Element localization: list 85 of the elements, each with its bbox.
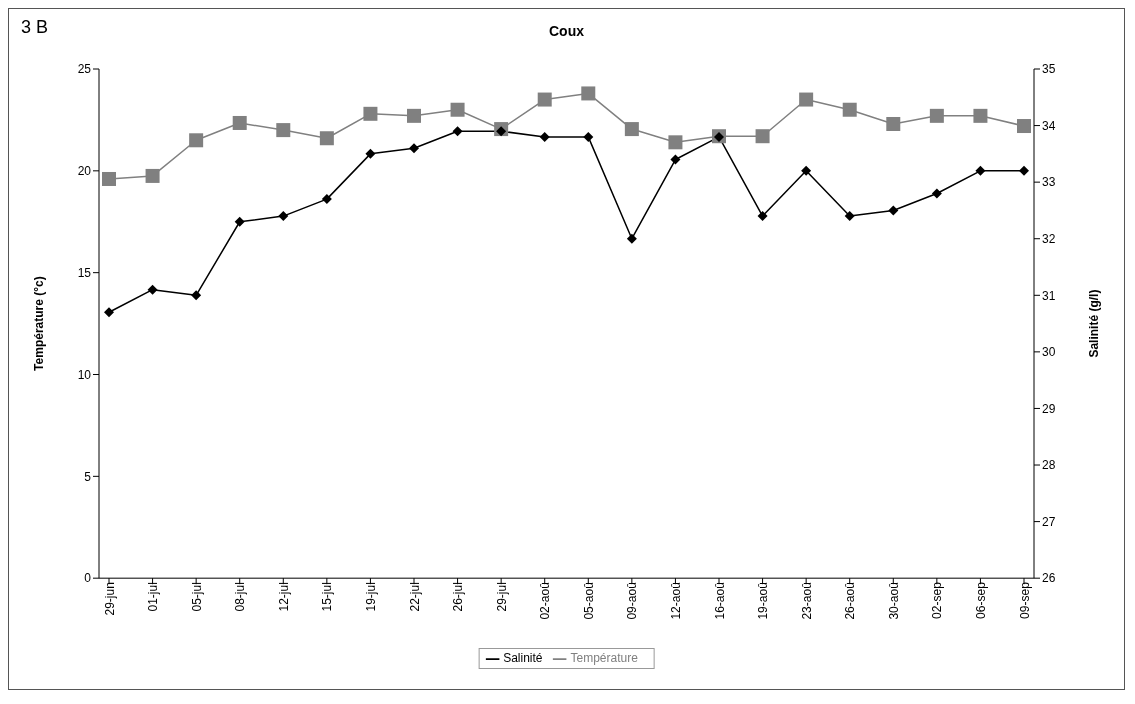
point: [191, 290, 202, 301]
text: 3 B: [21, 17, 49, 38]
point: [755, 129, 770, 144]
point: [232, 115, 247, 130]
y2-tick-label: 35: [1042, 62, 1056, 77]
point: [321, 194, 332, 205]
x-tick-label: 12-jul: [276, 582, 291, 612]
chart-title: Coux: [549, 23, 584, 39]
point: [276, 123, 291, 138]
x-tick-label: 23-aoû: [799, 582, 814, 620]
y-tick-label: 10: [77, 367, 92, 382]
point: [844, 211, 855, 222]
y2-tick-label: 28: [1042, 458, 1056, 473]
point: [1017, 119, 1031, 134]
point: [886, 116, 901, 131]
y2-tick-label: 29: [1042, 401, 1056, 416]
x-tick-label: 15-jul: [320, 582, 335, 612]
point: [670, 154, 681, 165]
x-tick-label: 19-aoû: [756, 582, 771, 620]
point: [888, 205, 899, 216]
point: [668, 135, 683, 150]
y2-tick-label: 32: [1042, 231, 1056, 246]
point: [450, 102, 465, 117]
point: [537, 92, 552, 107]
y2-axis-title: Salinité (g/l): [1087, 289, 1102, 358]
point: [496, 126, 507, 137]
y-tick-label: 25: [77, 62, 92, 77]
x-tick-label: 05-jul: [189, 582, 204, 612]
x-tick-label: 01-jul: [146, 582, 161, 612]
y-tick-label: 15: [77, 265, 92, 280]
legend-label: Salinité: [503, 651, 543, 666]
point: [145, 168, 160, 183]
point: [452, 126, 463, 137]
point: [624, 122, 639, 137]
point: [975, 165, 986, 176]
y-tick-label: 0: [84, 571, 92, 586]
point: [757, 211, 768, 222]
x-tick-label: 09-aoû: [625, 582, 640, 620]
y2-tick-label: 33: [1042, 175, 1056, 190]
point: [1019, 165, 1029, 176]
point: [102, 171, 116, 186]
point: [365, 148, 376, 159]
y-tick-label: 20: [77, 164, 92, 179]
y-tick-label: 5: [84, 469, 92, 484]
point: [799, 92, 814, 107]
point: [234, 216, 245, 227]
legend-label: Température: [570, 651, 638, 666]
point: [973, 108, 988, 123]
point: [278, 211, 289, 222]
point: [147, 284, 158, 295]
y2-tick-label: 30: [1042, 345, 1056, 360]
point: [801, 165, 812, 176]
y2-tick-label: 26: [1042, 571, 1056, 586]
point: [189, 133, 204, 148]
x-tick-label: 02-aoû: [538, 582, 553, 620]
x-tick-label: 26-aoû: [843, 582, 858, 620]
x-tick-label: 02-sep: [930, 581, 945, 619]
x-tick-label: 22-jul: [407, 582, 422, 612]
point: [626, 233, 637, 244]
point: [929, 108, 944, 123]
y2-tick-label: 27: [1042, 514, 1056, 529]
x-tick-label: 05-aoû: [581, 582, 596, 620]
y-axis-title: Température (°c): [32, 276, 47, 371]
x-tick-label: 08-jul: [233, 582, 248, 612]
y2-tick-label: 31: [1042, 288, 1056, 303]
y2-tick-label: 34: [1042, 118, 1056, 133]
x-tick-label: 09-sep: [1017, 581, 1032, 619]
x-tick-label: 29-jun: [102, 582, 117, 616]
point: [409, 143, 419, 154]
point: [583, 131, 594, 142]
x-tick-label: 06-sep: [973, 581, 988, 619]
x-tick-label: 29-jul: [494, 582, 509, 612]
point: [363, 106, 378, 121]
x-tick-label: 30-aoû: [886, 582, 901, 620]
point: [842, 102, 857, 117]
x-tick-label: 26-jul: [451, 582, 466, 612]
point: [319, 131, 334, 146]
point: [407, 108, 421, 123]
point: [104, 307, 114, 318]
point: [539, 131, 550, 142]
point: [581, 86, 596, 101]
x-tick-label: 12-aoû: [668, 582, 683, 620]
x-tick-label: 19-jul: [363, 582, 378, 612]
point: [931, 188, 942, 199]
x-tick-label: 16-aoû: [712, 582, 727, 620]
